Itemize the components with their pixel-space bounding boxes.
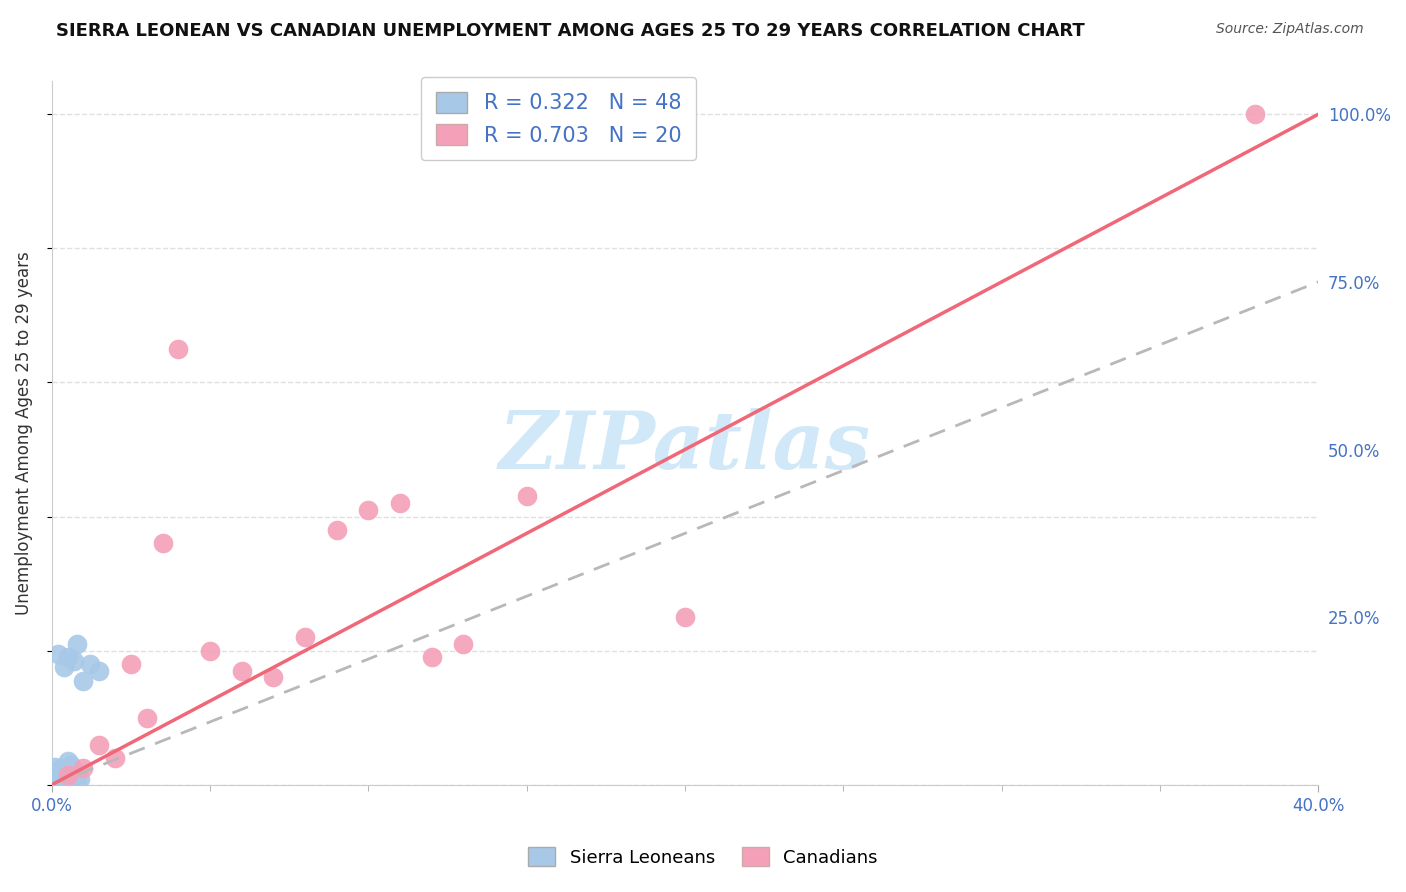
Point: [53, 765, 76, 780]
Point: [44, 759, 66, 773]
Text: ZIPatlas: ZIPatlas: [499, 408, 872, 485]
Point: [135, 711, 157, 725]
Point: [56, 775, 79, 789]
Point: [262, 671, 284, 685]
Point: [453, 637, 475, 651]
Point: [53, 772, 76, 786]
Point: [63, 654, 86, 668]
Point: [89, 664, 111, 678]
Point: [63, 774, 86, 789]
Point: [44, 772, 66, 787]
Point: [53, 764, 76, 779]
Point: [56, 754, 79, 768]
Point: [44, 776, 66, 790]
Point: [59, 776, 82, 790]
Point: [46, 776, 69, 790]
Point: [231, 664, 253, 678]
Point: [66, 767, 89, 781]
Text: Source: ZipAtlas.com: Source: ZipAtlas.com: [1216, 22, 1364, 37]
Point: [46, 764, 69, 778]
Point: [56, 769, 79, 783]
Point: [51, 776, 73, 790]
Legend: R = 0.322   N = 48, R = 0.703   N = 20: R = 0.322 N = 48, R = 0.703 N = 20: [420, 77, 696, 160]
Point: [516, 490, 538, 504]
Point: [357, 503, 380, 517]
Point: [167, 342, 190, 356]
Point: [152, 536, 174, 550]
Point: [46, 771, 69, 785]
Point: [51, 767, 73, 781]
Point: [294, 630, 316, 644]
Point: [59, 773, 82, 788]
Point: [44, 771, 66, 785]
Point: [51, 770, 73, 784]
Point: [1244, 107, 1267, 121]
Point: [66, 773, 89, 788]
Point: [53, 773, 76, 788]
Point: [56, 650, 79, 665]
Y-axis label: Unemployment Among Ages 25 to 29 years: Unemployment Among Ages 25 to 29 years: [15, 251, 32, 615]
Point: [46, 764, 69, 779]
Point: [46, 770, 69, 784]
Point: [198, 643, 221, 657]
Point: [46, 647, 69, 661]
Point: [44, 773, 66, 788]
Point: [46, 771, 69, 785]
Point: [51, 761, 73, 775]
Point: [72, 673, 94, 688]
Point: [51, 769, 73, 783]
Point: [63, 763, 86, 777]
Point: [420, 650, 443, 665]
Point: [56, 775, 79, 789]
Point: [72, 761, 94, 775]
Point: [325, 523, 347, 537]
Point: [53, 773, 76, 788]
Point: [120, 657, 142, 671]
Text: SIERRA LEONEAN VS CANADIAN UNEMPLOYMENT AMONG AGES 25 TO 29 YEARS CORRELATION CH: SIERRA LEONEAN VS CANADIAN UNEMPLOYMENT …: [56, 22, 1085, 40]
Point: [79, 657, 101, 671]
Point: [389, 496, 412, 510]
Point: [51, 767, 73, 781]
Point: [69, 772, 91, 787]
Legend: Sierra Leoneans, Canadians: Sierra Leoneans, Canadians: [520, 840, 886, 874]
Point: [51, 774, 73, 789]
Point: [44, 771, 66, 785]
Point: [44, 768, 66, 782]
Point: [53, 660, 76, 674]
Point: [44, 774, 66, 789]
Point: [56, 767, 79, 781]
Point: [59, 757, 82, 772]
Point: [46, 772, 69, 787]
Point: [59, 772, 82, 786]
Point: [66, 637, 89, 651]
Point: [673, 610, 696, 624]
Point: [89, 738, 111, 752]
Point: [104, 751, 127, 765]
